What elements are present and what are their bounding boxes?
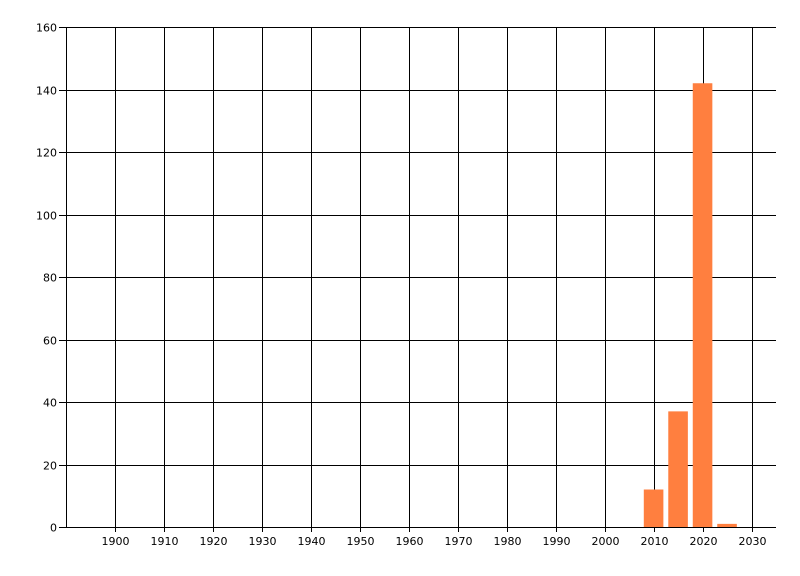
bar-2025: [717, 523, 737, 527]
y-tick-label: 20: [43, 460, 57, 473]
y-tick-label: 60: [43, 335, 57, 348]
x-tick-label: 1970: [445, 535, 473, 548]
y-tick-label: 140: [36, 85, 57, 98]
x-tick-label: 1920: [200, 535, 228, 548]
x-tick-label: 1960: [396, 535, 424, 548]
x-tick-label: 2020: [690, 535, 718, 548]
y-tick-label: 100: [36, 210, 57, 223]
y-tick-label: 40: [43, 397, 57, 410]
x-tick-label: 1930: [249, 535, 277, 548]
y-tick-label: 160: [36, 22, 57, 35]
x-tick-label: 2030: [739, 535, 767, 548]
y-tick-label: 120: [36, 147, 57, 160]
x-tick-label: 1900: [102, 535, 130, 548]
bar-2015: [668, 411, 688, 527]
bar-2010: [643, 489, 664, 527]
x-tick-label: 1990: [543, 535, 571, 548]
x-tick-label: 1950: [347, 535, 375, 548]
x-tick-label: 2010: [641, 535, 669, 548]
bar-2020: [692, 83, 713, 527]
x-tick-label: 1910: [151, 535, 179, 548]
y-tick-label: 0: [50, 522, 57, 535]
x-tick-label: 1940: [298, 535, 326, 548]
y-tick-label: 80: [43, 272, 57, 285]
x-tick-label: 1980: [494, 535, 522, 548]
x-tick-label: 2000: [592, 535, 620, 548]
